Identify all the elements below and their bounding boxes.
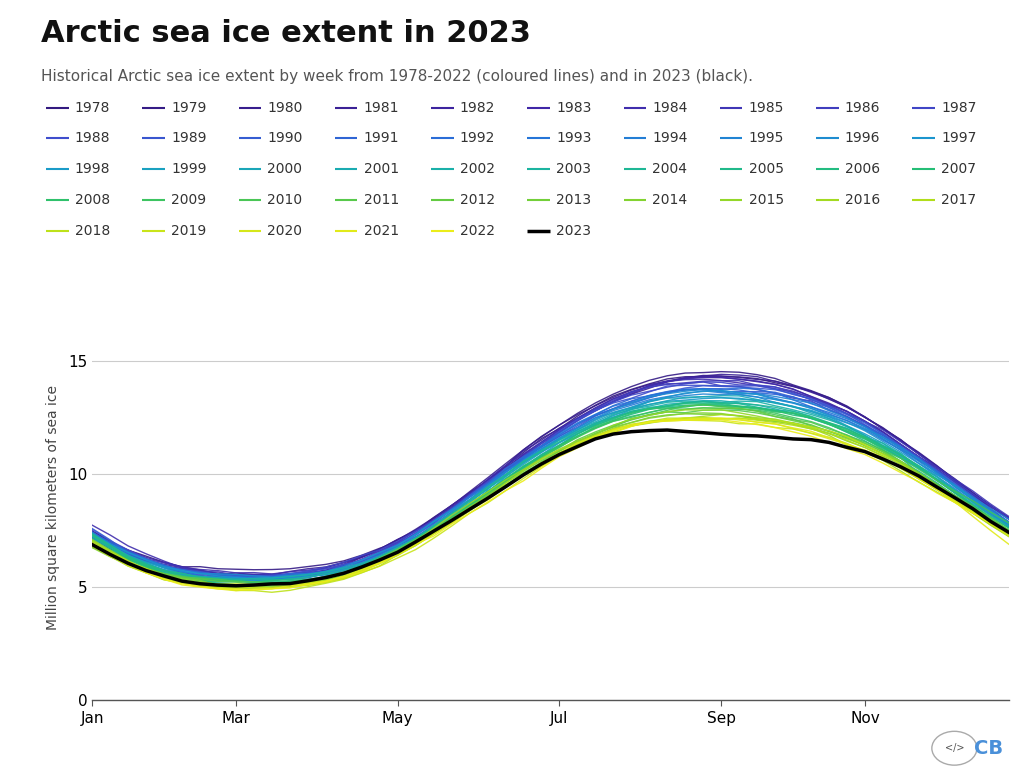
Text: 1995: 1995 [749,131,784,145]
Text: 2018: 2018 [75,224,110,238]
Text: 2000: 2000 [267,162,302,176]
Text: 2011: 2011 [364,193,398,207]
Text: 1980: 1980 [267,101,303,115]
Text: 2004: 2004 [652,162,687,176]
Text: 2002: 2002 [460,162,495,176]
Text: 2020: 2020 [267,224,302,238]
Text: 2008: 2008 [75,193,110,207]
Text: 1994: 1994 [652,131,688,145]
Text: 1981: 1981 [364,101,399,115]
Text: 1993: 1993 [556,131,592,145]
Text: 1978: 1978 [75,101,111,115]
Text: 2001: 2001 [364,162,398,176]
Text: 2010: 2010 [267,193,302,207]
Text: 2005: 2005 [749,162,783,176]
Text: 2023: 2023 [556,224,591,238]
Text: </>: </> [944,743,965,754]
Text: 2013: 2013 [556,193,591,207]
Text: 1997: 1997 [941,131,977,145]
Text: 1988: 1988 [75,131,111,145]
Text: 1992: 1992 [460,131,496,145]
Text: 2003: 2003 [556,162,591,176]
Text: 1998: 1998 [75,162,111,176]
Text: 2021: 2021 [364,224,398,238]
Text: 1991: 1991 [364,131,399,145]
Text: 2015: 2015 [749,193,783,207]
Text: 2019: 2019 [171,224,206,238]
Text: 2012: 2012 [460,193,495,207]
Text: 1985: 1985 [749,101,784,115]
Text: CB: CB [974,739,1002,757]
Text: 2014: 2014 [652,193,687,207]
Text: 1990: 1990 [267,131,303,145]
Text: 1989: 1989 [171,131,207,145]
Text: 1979: 1979 [171,101,207,115]
Text: 2022: 2022 [460,224,495,238]
Text: Arctic sea ice extent in 2023: Arctic sea ice extent in 2023 [41,19,530,48]
Text: 2007: 2007 [941,162,976,176]
Text: 1996: 1996 [845,131,881,145]
Text: 2009: 2009 [171,193,206,207]
Text: 2006: 2006 [845,162,880,176]
Text: 2016: 2016 [845,193,880,207]
Text: 1999: 1999 [171,162,207,176]
Text: 1982: 1982 [460,101,496,115]
Text: 2017: 2017 [941,193,976,207]
Text: Historical Arctic sea ice extent by week from 1978-2022 (coloured lines) and in : Historical Arctic sea ice extent by week… [41,69,753,85]
Y-axis label: Million square kilometers of sea ice: Million square kilometers of sea ice [46,385,59,630]
Text: 1983: 1983 [556,101,592,115]
Text: 1986: 1986 [845,101,881,115]
Text: 1987: 1987 [941,101,977,115]
Text: 1984: 1984 [652,101,688,115]
